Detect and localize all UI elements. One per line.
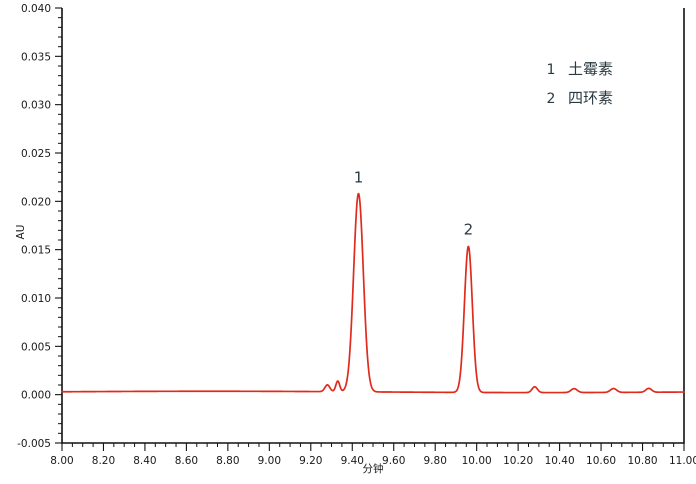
legend-number-1: 1 [547, 62, 556, 78]
x-tick-label: 8.40 [133, 455, 156, 467]
x-tick-label: 9.80 [424, 455, 447, 467]
x-tick-label: 10.40 [545, 455, 575, 467]
x-axis-minor-ticks [71, 443, 675, 447]
x-tick-label: 11.00 [669, 455, 696, 467]
y-tick-label: 0.020 [21, 196, 51, 208]
x-axis-major-ticks [61, 443, 685, 451]
peak-label-1: 1 [354, 169, 364, 187]
y-tick-label: 0.030 [21, 100, 51, 112]
y-tick-label: 0.000 [21, 390, 51, 402]
y-tick-label: 0.015 [21, 245, 51, 257]
x-axis-tick-labels: 8.00 8.20 8.40 8.60 8.80 9.00 9.20 9.40 9.60 9.80… [50, 455, 696, 467]
y-tick-label: 0.025 [21, 148, 51, 160]
peak-label-2: 2 [464, 221, 474, 239]
x-tick-label: 8.20 [92, 455, 115, 467]
x-tick-label: 9.60 [382, 455, 405, 467]
y-axis-tick-labels: -0.005 0.000 0.005 0.010 0.015 0.020 0.025 0.03… [17, 3, 51, 450]
y-tick-label: 0.040 [21, 3, 51, 15]
y-axis-minor-ticks [58, 17, 62, 434]
legend-name-2: 四环素 [568, 89, 613, 107]
x-tick-label: 10.80 [628, 455, 658, 467]
x-tick-label: 8.60 [175, 455, 198, 467]
x-axis-title: 分钟 [363, 462, 384, 475]
x-tick-label: 9.40 [341, 455, 364, 467]
x-tick-label: 10.20 [503, 455, 533, 467]
x-tick-label: 8.00 [50, 455, 73, 467]
x-tick-label: 9.00 [258, 455, 281, 467]
x-tick-label: 8.80 [216, 455, 239, 467]
legend: 1 土霉素 2 四环素 [547, 60, 613, 107]
legend-name-1: 土霉素 [568, 60, 613, 78]
x-tick-label: 10.00 [462, 455, 492, 467]
y-tick-label: 0.005 [21, 341, 51, 353]
y-tick-label: -0.005 [17, 438, 51, 450]
peak-labels: 12 [354, 169, 473, 239]
y-tick-label: 0.010 [21, 293, 51, 305]
y-axis-major-ticks [55, 7, 62, 444]
legend-number-2: 2 [547, 91, 556, 107]
x-tick-label: 9.20 [299, 455, 322, 467]
y-axis-title: AU [15, 225, 27, 240]
x-tick-label: 10.60 [586, 455, 616, 467]
plot-area-background [62, 8, 684, 443]
chromatogram-trace [61, 192, 685, 394]
y-tick-label: 0.035 [21, 51, 51, 63]
